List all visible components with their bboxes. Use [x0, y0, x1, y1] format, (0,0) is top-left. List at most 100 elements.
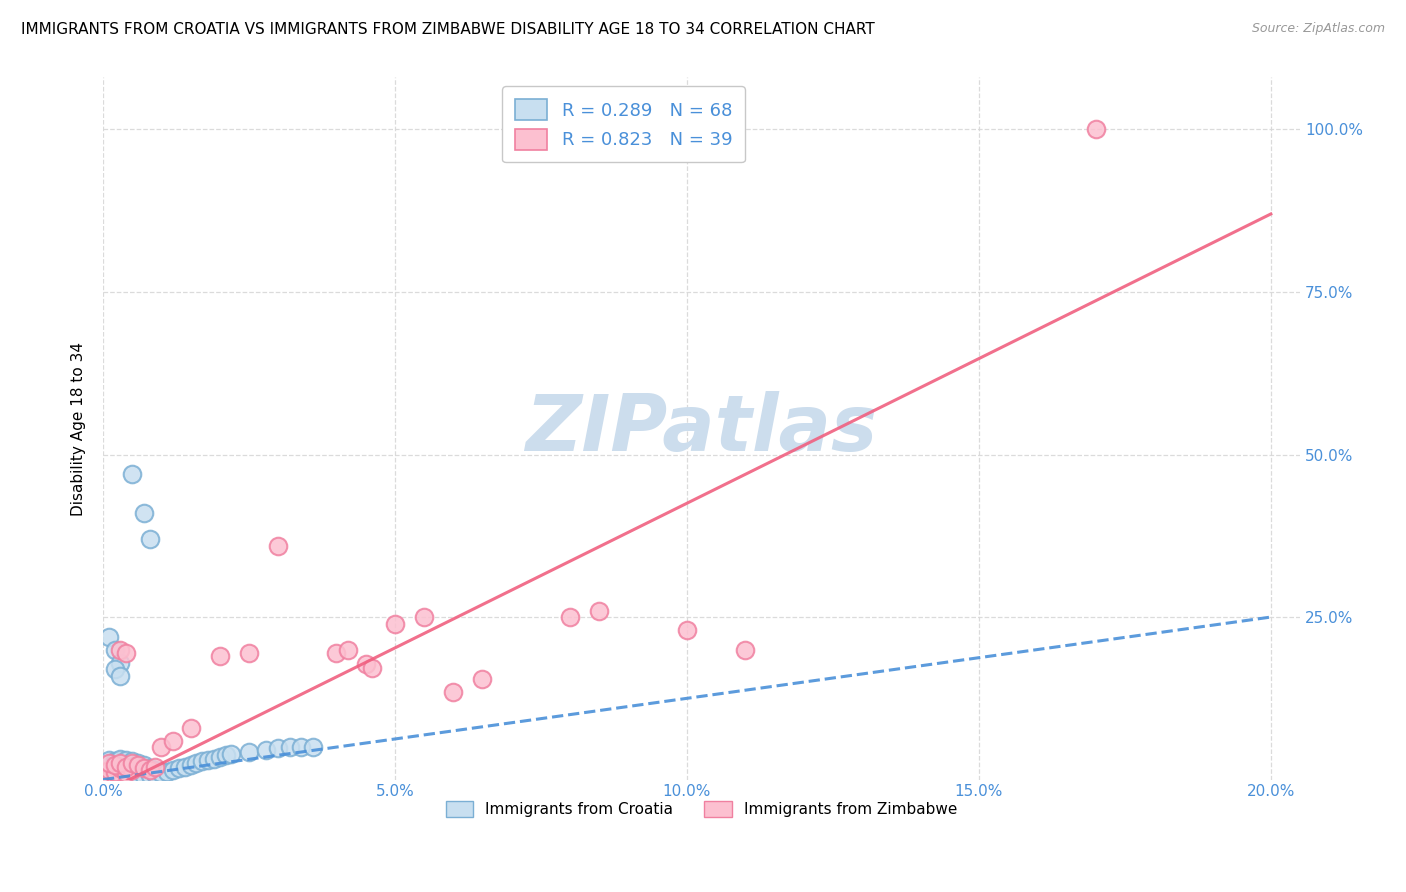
Point	[173, 759, 195, 773]
Point	[103, 758, 125, 772]
Point	[127, 766, 149, 780]
Point	[110, 656, 132, 670]
Y-axis label: Disability Age 18 to 34: Disability Age 18 to 34	[72, 342, 86, 516]
Point	[103, 642, 125, 657]
Point	[238, 646, 260, 660]
Point	[110, 668, 132, 682]
Point	[208, 649, 231, 664]
Point	[588, 603, 610, 617]
Point	[127, 758, 149, 772]
Point	[179, 758, 201, 772]
Point	[150, 764, 173, 779]
Point	[110, 756, 132, 771]
Point	[115, 766, 138, 780]
Point	[734, 642, 756, 657]
Point	[110, 767, 132, 781]
Point	[354, 657, 377, 671]
Point	[197, 753, 219, 767]
Point	[471, 672, 494, 686]
Point	[162, 733, 184, 747]
Point	[103, 770, 125, 784]
Point	[110, 761, 132, 775]
Point	[156, 764, 179, 779]
Point	[110, 752, 132, 766]
Text: ZIPatlas: ZIPatlas	[526, 391, 877, 467]
Point	[103, 755, 125, 769]
Point	[290, 740, 312, 755]
Point	[115, 759, 138, 773]
Point	[121, 770, 143, 784]
Point	[110, 755, 132, 769]
Point	[97, 769, 120, 783]
Point	[145, 767, 167, 781]
Point	[97, 766, 120, 780]
Point	[127, 769, 149, 783]
Point	[384, 616, 406, 631]
Point	[138, 768, 160, 782]
Point	[214, 747, 236, 762]
Point	[179, 721, 201, 735]
Point	[254, 743, 277, 757]
Point	[558, 610, 581, 624]
Text: Source: ZipAtlas.com: Source: ZipAtlas.com	[1251, 22, 1385, 36]
Point	[103, 769, 125, 783]
Point	[413, 610, 436, 624]
Point	[145, 759, 167, 773]
Point	[132, 761, 155, 775]
Point	[138, 532, 160, 546]
Point	[110, 771, 132, 785]
Point	[103, 763, 125, 777]
Point	[97, 763, 120, 777]
Point	[103, 764, 125, 779]
Point	[110, 642, 132, 657]
Point	[676, 623, 699, 637]
Point	[127, 756, 149, 771]
Point	[115, 646, 138, 660]
Point	[121, 756, 143, 771]
Point	[121, 764, 143, 779]
Point	[110, 769, 132, 783]
Point	[121, 767, 143, 781]
Point	[138, 761, 160, 775]
Point	[145, 763, 167, 777]
Point	[238, 745, 260, 759]
Point	[150, 740, 173, 755]
Point	[186, 756, 208, 771]
Legend: Immigrants from Croatia, Immigrants from Zimbabwe: Immigrants from Croatia, Immigrants from…	[439, 793, 965, 824]
Point	[325, 646, 347, 660]
Point	[267, 539, 290, 553]
Point	[115, 771, 138, 785]
Point	[97, 756, 120, 771]
Point	[202, 752, 225, 766]
Point	[97, 753, 120, 767]
Point	[132, 763, 155, 777]
Point	[103, 662, 125, 676]
Point	[97, 630, 120, 644]
Point	[150, 766, 173, 780]
Point	[127, 761, 149, 775]
Point	[97, 772, 120, 786]
Point	[132, 506, 155, 520]
Point	[110, 764, 132, 779]
Point	[267, 741, 290, 756]
Point	[337, 642, 360, 657]
Point	[441, 685, 464, 699]
Point	[162, 763, 184, 777]
Point	[103, 767, 125, 781]
Text: IMMIGRANTS FROM CROATIA VS IMMIGRANTS FROM ZIMBABWE DISABILITY AGE 18 TO 34 CORR: IMMIGRANTS FROM CROATIA VS IMMIGRANTS FR…	[21, 22, 875, 37]
Point	[115, 763, 138, 777]
Point	[103, 759, 125, 773]
Point	[97, 756, 120, 771]
Point	[121, 755, 143, 769]
Point	[191, 755, 214, 769]
Point	[97, 772, 120, 786]
Point	[360, 661, 382, 675]
Point	[208, 749, 231, 764]
Point	[115, 769, 138, 783]
Point	[167, 761, 190, 775]
Point	[121, 759, 143, 773]
Point	[132, 769, 155, 783]
Point	[1084, 122, 1107, 136]
Point	[121, 467, 143, 481]
Point	[103, 758, 125, 772]
